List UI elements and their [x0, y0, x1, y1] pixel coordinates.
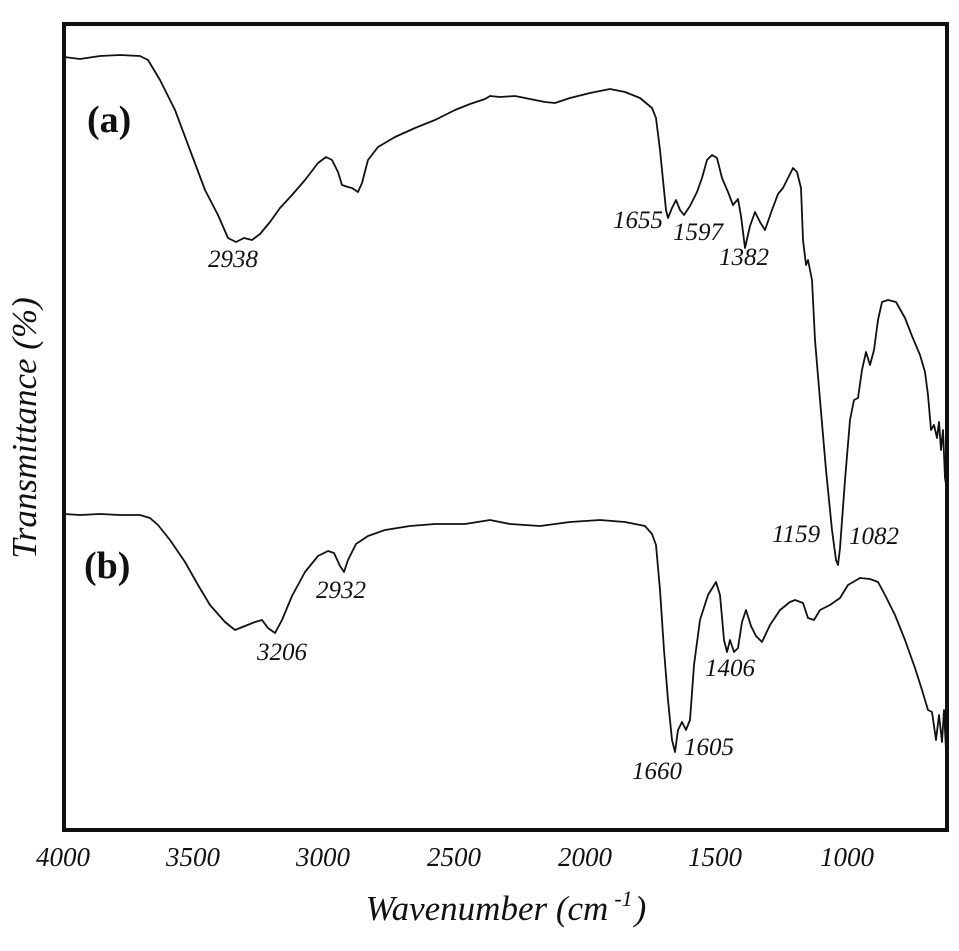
- panel-label-b: (b): [84, 545, 130, 587]
- peak-label-a-1382: 1382: [719, 244, 769, 271]
- x-axis-title: Wavenumber (cm -1): [366, 886, 647, 928]
- x-axis-title-superscript: -1: [614, 886, 632, 911]
- x-tick-1500: 1500: [688, 842, 743, 872]
- x-tick-3500: 3500: [165, 842, 221, 872]
- x-tick-4000: 4000: [36, 842, 91, 872]
- peak-label-a-2938: 2938: [208, 246, 259, 273]
- peak-label-a-1597: 1597: [673, 219, 725, 246]
- x-axis-title-close: ): [633, 889, 647, 928]
- x-tick-3000: 3000: [295, 842, 351, 872]
- peak-label-b-1605: 1605: [684, 734, 734, 761]
- peak-label-a-1159: 1159: [772, 521, 821, 548]
- peak-label-a-1655: 1655: [613, 207, 663, 234]
- x-tick-2500: 2500: [427, 842, 482, 872]
- peak-label-b-2932: 2932: [316, 577, 366, 604]
- peak-label-b-1406: 1406: [705, 655, 756, 682]
- plot-frame: [62, 22, 949, 832]
- peak-label-b-3206: 3206: [256, 639, 308, 666]
- spectrum-b-line: [63, 513, 947, 753]
- y-axis-title: Transmittance (%): [5, 297, 44, 559]
- x-tick-2000: 2000: [558, 842, 613, 872]
- peak-label-a-1082: 1082: [849, 523, 899, 550]
- x-axis-title-main: Wavenumber (cm: [366, 889, 609, 928]
- panel-label-a: (a): [87, 99, 131, 141]
- x-tick-1000: 1000: [820, 842, 875, 872]
- peak-label-b-1660: 1660: [632, 758, 683, 785]
- spectrum-a-line: [63, 54, 948, 566]
